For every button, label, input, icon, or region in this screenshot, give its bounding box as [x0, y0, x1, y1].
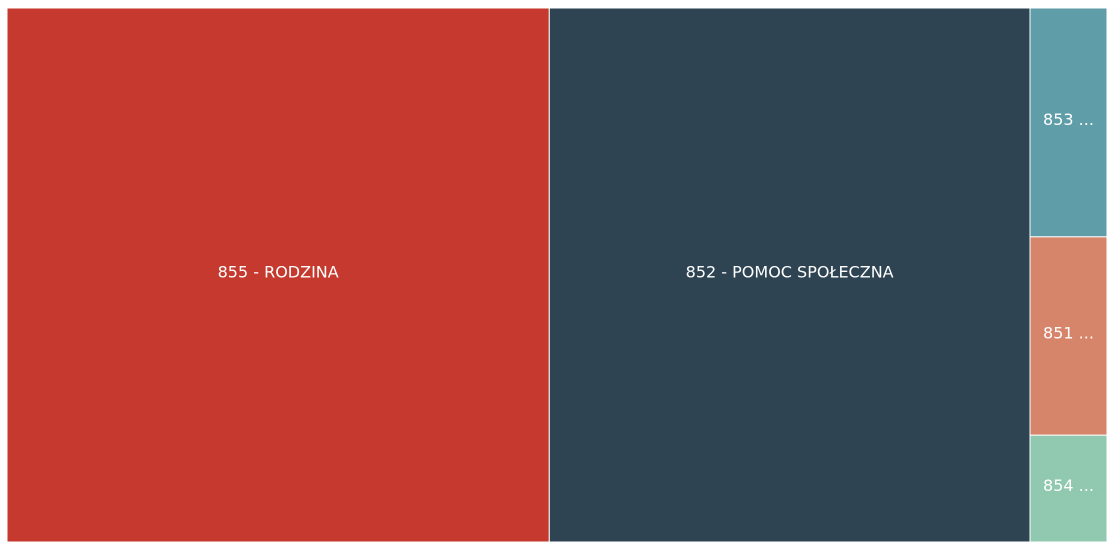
tile-label: 851 ... [1043, 324, 1094, 343]
tile-label: 854 ... [1043, 476, 1094, 495]
treemap-tile [1029, 434, 1107, 542]
treemap-tile [1029, 7, 1107, 238]
treemap-tile [548, 7, 1031, 542]
tile-label: 853 ... [1043, 110, 1094, 129]
tile-label: 852 - POMOC SPOŁECZNA [686, 263, 894, 282]
tile-label: 855 - RODZINA [218, 263, 339, 282]
treemap-tile [6, 7, 550, 542]
treemap-tile [1029, 236, 1107, 436]
